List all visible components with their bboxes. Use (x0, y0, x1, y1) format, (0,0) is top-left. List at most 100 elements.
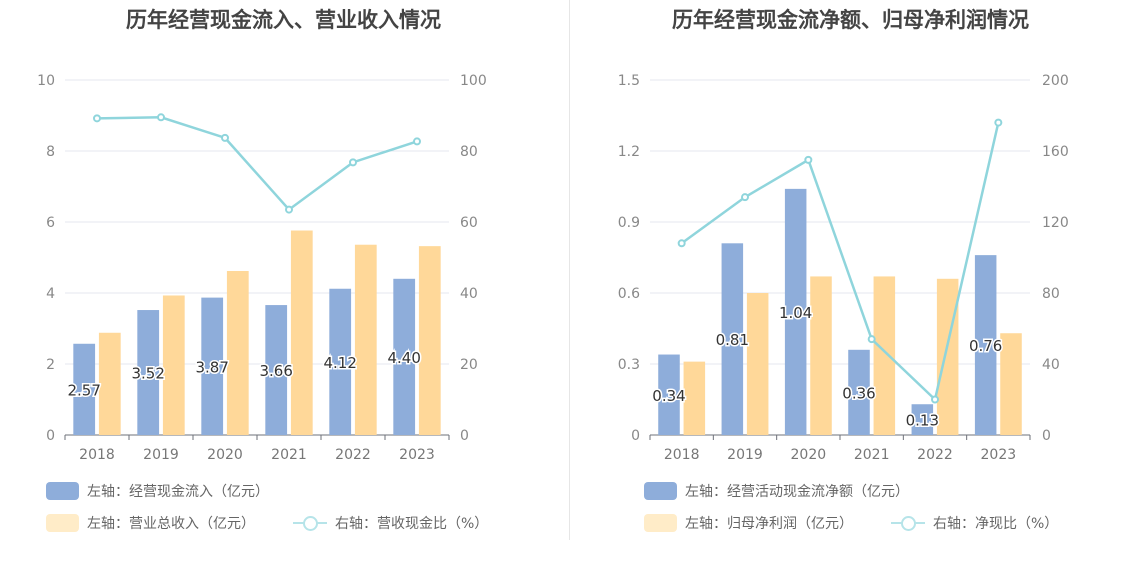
y-right-tick-label: 80 (460, 144, 478, 160)
legend-label: 左轴：经营现金流入（亿元） (87, 484, 269, 500)
y-right-tick-label: 100 (460, 73, 487, 89)
data-label: 3.87 (195, 358, 228, 376)
line-series (680, 122, 1000, 402)
y-left-tick-label: 0.9 (618, 215, 640, 231)
data-label: 2.57 (67, 381, 100, 399)
bar-primary[interactable] (658, 354, 680, 435)
y-left-tick-label: 6 (46, 215, 55, 231)
panel-divider (569, 0, 570, 540)
bar-primary[interactable] (393, 278, 416, 435)
bar-primary[interactable] (329, 288, 352, 435)
bar-primary[interactable] (974, 255, 997, 435)
line-point[interactable] (349, 158, 357, 167)
y-left-tick-label: 2 (46, 357, 55, 373)
line-point[interactable] (221, 133, 229, 142)
y-left-tick-label: 0.6 (618, 286, 640, 302)
legend-swatch-orange (46, 514, 79, 532)
bar-secondary[interactable] (98, 332, 121, 435)
chart-plot-right: 0 0.3 0.6 0.9 1.2 1.5 0 40 80 120 160 200 2018 2019 20… (618, 73, 1069, 463)
data-label: 0.36 (842, 384, 875, 402)
bar-primary[interactable] (848, 349, 870, 435)
y-right-tick-label: 0 (460, 428, 469, 444)
legend-item-line[interactable]: 右轴：营收现金比（%） (293, 513, 488, 533)
y-left-tick-label: 1.2 (618, 144, 640, 160)
data-label: 0.81 (716, 331, 749, 349)
y-right-tick-label: 60 (460, 215, 478, 231)
line-point[interactable] (157, 113, 165, 122)
legend-item-bar-1[interactable]: 左轴：经营活动现金流净额（亿元） (644, 481, 909, 501)
bar-secondary[interactable] (290, 230, 313, 435)
bar-primary[interactable] (73, 343, 96, 435)
data-label: 4.40 (387, 349, 420, 367)
legend-swatch-blue (46, 482, 79, 500)
legend-item-bar-1[interactable]: 左轴：经营现金流入（亿元） (46, 481, 269, 501)
line-point[interactable] (93, 114, 101, 123)
y-right-tick-label: 40 (460, 286, 478, 302)
bar-primary[interactable] (721, 243, 744, 435)
legend-line-marker-icon (891, 514, 925, 532)
x-tick-label: 2020 (207, 447, 243, 463)
bar-secondary[interactable] (226, 270, 249, 435)
x-tick-label: 2022 (917, 447, 953, 463)
bar-secondary[interactable] (354, 244, 377, 435)
data-label: 0.34 (652, 387, 685, 405)
bar-primary[interactable] (911, 404, 934, 435)
bar-secondary[interactable] (936, 278, 959, 435)
line-point[interactable] (413, 137, 421, 146)
legend-item-bar-2[interactable]: 左轴：营业总收入（亿元） (46, 513, 255, 533)
data-label: 0.76 (969, 337, 1002, 355)
bar-secondary[interactable] (810, 276, 832, 435)
legend-label: 左轴：营业总收入（亿元） (87, 516, 255, 532)
x-tick-label: 2021 (271, 447, 307, 463)
y-left-tick-label: 0.3 (618, 357, 640, 373)
bar-secondary[interactable] (683, 361, 706, 435)
chart-title: 历年经营现金流净额、归母净利润情况 (672, 8, 1029, 32)
legend-label: 左轴：归母净利润（亿元） (685, 516, 853, 532)
bar-secondary[interactable] (162, 295, 185, 435)
bar-secondary[interactable] (418, 246, 441, 435)
y-left-tick-label: 0 (631, 428, 640, 444)
y-right-tick-label: 200 (1042, 73, 1069, 89)
y-left-tick-label: 4 (46, 286, 55, 302)
x-tick-label: 2022 (335, 447, 371, 463)
legend-label: 右轴：营收现金比（%） (335, 516, 489, 532)
chart-panel-right: 历年经营现金流净额、归母净利润情况 0 0.3 0.6 0.9 1.2 1.5 0 40 80 1… (567, 0, 1134, 582)
x-tick-label: 2020 (791, 447, 827, 463)
y-right-tick-label: 120 (1042, 215, 1069, 231)
bar-secondary[interactable] (746, 293, 769, 435)
x-tick-label: 2021 (854, 447, 890, 463)
bar-secondary[interactable] (873, 276, 896, 435)
legend-swatch-orange (644, 514, 677, 532)
line-point[interactable] (994, 118, 1003, 127)
y-left-tick-label: 10 (37, 73, 55, 89)
x-tick-label: 2023 (981, 447, 1017, 463)
line-point[interactable] (677, 239, 686, 248)
legend-label: 左轴：经营活动现金流净额（亿元） (685, 484, 909, 500)
bar-primary[interactable] (265, 305, 288, 435)
bar-primary[interactable] (201, 297, 224, 435)
y-right-tick-label: 20 (460, 357, 478, 373)
legend-item-bar-2[interactable]: 左轴：归母净利润（亿元） (644, 513, 853, 533)
y-left-tick-label: 8 (46, 144, 55, 160)
bar-primary[interactable] (784, 188, 807, 435)
data-label: 3.66 (259, 362, 292, 380)
line-point[interactable] (804, 155, 813, 164)
x-tick-label: 2019 (143, 447, 179, 463)
x-tick-label: 2019 (727, 447, 763, 463)
line-point[interactable] (741, 193, 749, 202)
x-tick-label: 2023 (399, 447, 435, 463)
bar-primary[interactable] (137, 310, 160, 435)
line-point[interactable] (285, 205, 293, 214)
y-left-tick-label: 1.5 (618, 73, 640, 89)
line-point[interactable] (867, 335, 876, 344)
y-right-tick-label: 0 (1042, 428, 1051, 444)
line-point[interactable] (931, 395, 939, 404)
bar-secondary[interactable] (1000, 333, 1022, 435)
y-left-tick-label: 0 (46, 428, 55, 444)
x-tick-label: 2018 (664, 447, 700, 463)
legend-swatch-blue (644, 482, 677, 500)
data-label: 3.52 (131, 365, 164, 383)
line-series (96, 116, 418, 212)
legend-item-line[interactable]: 右轴：净现比（%） (891, 513, 1058, 533)
